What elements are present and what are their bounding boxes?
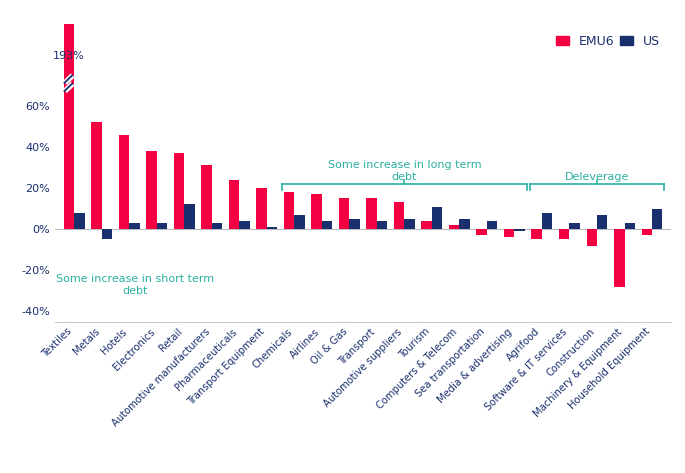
Bar	[449, 225, 460, 229]
Bar	[239, 221, 249, 229]
Bar	[642, 229, 652, 236]
Bar	[532, 229, 542, 239]
Bar	[597, 215, 608, 229]
Bar	[64, 65, 74, 229]
Bar	[514, 229, 525, 231]
Bar	[339, 198, 349, 229]
Bar	[256, 188, 266, 229]
Bar	[74, 213, 84, 229]
Bar	[295, 215, 305, 229]
Bar	[366, 198, 377, 229]
Bar	[404, 219, 415, 229]
Bar	[146, 151, 157, 229]
Bar	[614, 229, 625, 287]
Bar	[101, 229, 112, 239]
Bar	[487, 221, 497, 229]
Bar	[477, 229, 487, 236]
Bar	[129, 223, 140, 229]
Bar	[284, 192, 295, 229]
Bar	[394, 202, 404, 229]
Bar	[229, 180, 239, 229]
Bar	[625, 223, 635, 229]
Bar	[377, 221, 387, 229]
Bar	[559, 229, 569, 239]
Text: Some increase in short term
debt: Some increase in short term debt	[55, 274, 214, 296]
Bar	[504, 229, 514, 237]
Bar	[184, 204, 195, 229]
Legend: EMU6, US: EMU6, US	[551, 30, 665, 53]
Bar	[542, 213, 552, 229]
Bar	[460, 219, 470, 229]
Bar	[586, 229, 597, 245]
Bar	[119, 135, 129, 229]
Bar	[432, 207, 443, 229]
Bar	[266, 227, 277, 229]
Text: Deleverage: Deleverage	[565, 172, 630, 182]
Bar	[64, 0, 74, 229]
Bar	[569, 223, 580, 229]
Bar	[212, 223, 222, 229]
Bar	[421, 221, 432, 229]
Bar	[652, 209, 662, 229]
Text: Some increase in long term
debt: Some increase in long term debt	[327, 160, 481, 182]
Bar	[311, 194, 322, 229]
Bar	[174, 153, 184, 229]
Bar	[157, 223, 167, 229]
Bar	[91, 123, 101, 229]
Bar	[349, 219, 360, 229]
Text: 193%: 193%	[53, 51, 85, 61]
Bar	[322, 221, 332, 229]
Bar	[201, 166, 212, 229]
